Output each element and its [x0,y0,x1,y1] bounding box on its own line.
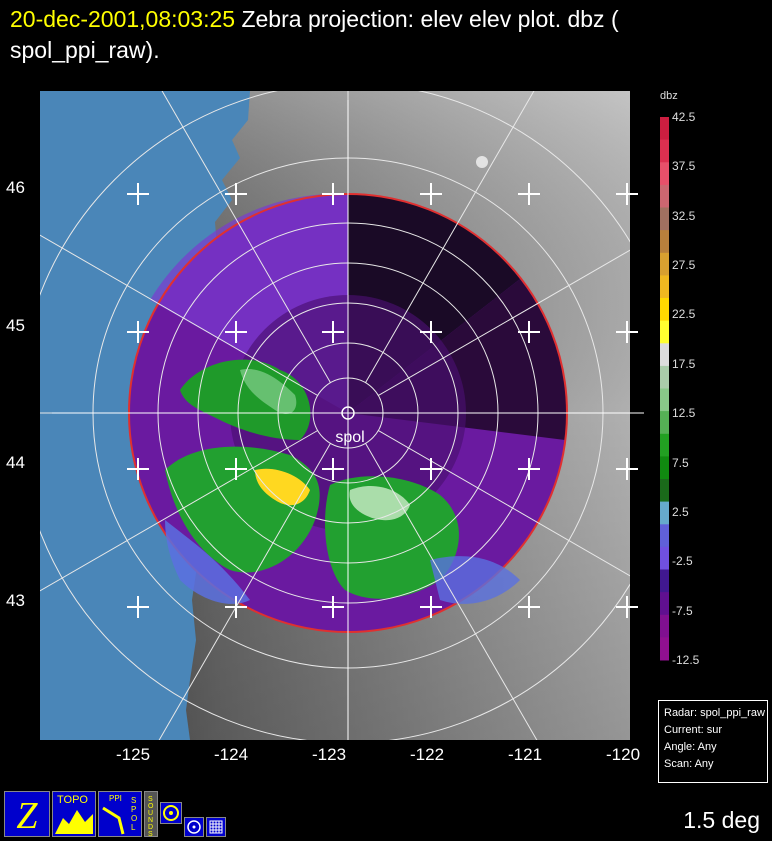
latlon-cross [322,321,344,343]
colorbar-swatch [660,320,669,344]
latlon-cross [420,321,442,343]
sounds-icon[interactable]: SOUNDS [144,791,158,838]
elevation-angle: 1.5 deg [683,807,760,833]
info-box: Radar: spol_ppi_raw Current: sur Angle: … [658,700,768,783]
colorbar-swatch [660,252,669,276]
colorbar-swatch [660,343,669,367]
latlon-cross [322,596,344,618]
lat-label: 46 [6,178,25,197]
echo-west [180,359,311,440]
colorbar-swatch [660,230,669,254]
colorbar-swatch [660,298,669,322]
latlon-cross [127,321,149,343]
lon-label: -125 [116,745,151,764]
colorbar-swatch [660,592,669,616]
colorbar-swatch [660,569,669,593]
latlon-cross [616,321,638,343]
colorbar-label: 42.5 [672,110,696,124]
latlon-cross [518,458,540,480]
colorbar-label: 27.5 [672,258,696,272]
colorbar-label: 7.5 [672,456,689,470]
latlon-cross [518,596,540,618]
colorbar-title: dbz [660,90,678,102]
timestamp: 20-dec-2001,08:03:25 [10,6,236,32]
colorbar-swatch [660,117,669,141]
colorbar-swatch [660,479,669,503]
info-radar: Radar: spol_ppi_raw [664,707,765,719]
lon-label: -124 [214,745,249,764]
latlon-cross [127,183,149,205]
colorbar-swatch [660,614,669,638]
colorbar-swatch [660,546,669,570]
latlon-cross [420,596,442,618]
colorbar[interactable] [660,117,669,661]
lat-label: 45 [6,316,25,335]
svg-text:Z: Z [16,795,38,836]
colorbar-swatch [660,139,669,163]
lon-label: -121 [508,745,543,764]
colorbar-swatch [660,162,669,186]
info-scan: Scan: Any [664,758,714,770]
colorbar-label: 37.5 [672,159,696,173]
colorbar-swatch [660,411,669,435]
latlon-cross [616,458,638,480]
title-text: Zebra projection: elev elev plot. dbz ( [241,6,619,32]
latlon-cross [322,458,344,480]
latlon-cross [616,183,638,205]
latlon-cross [518,183,540,205]
topo-icon[interactable]: TOPO [52,791,96,837]
colorbar-swatch [660,433,669,457]
map-layer [40,91,630,740]
radar-site-label: spol [335,429,364,446]
colorbar-label: -12.5 [672,653,700,667]
latlon-cross [225,321,247,343]
latlon-cross [225,596,247,618]
latlon-cross [225,458,247,480]
title-text-line2: spol_ppi_raw). [10,37,160,63]
latlon-cross [518,321,540,343]
colorbar-swatch [660,524,669,548]
lon-label: -122 [410,745,445,764]
colorbar-swatch [660,637,669,661]
colorbar-label: 12.5 [672,406,696,420]
zebra-logo-icon[interactable]: Z [4,791,50,837]
wheel-icon[interactable] [160,802,182,824]
latlon-cross [322,183,344,205]
colorbar-label: 2.5 [672,505,689,519]
latlon-cross [616,596,638,618]
colorbar-swatch [660,501,669,525]
colorbar-label: 32.5 [672,209,696,223]
latlon-cross [420,458,442,480]
lon-label: -123 [312,745,347,764]
icon-bar: Z TOPO PPI SPOL SOUNDS [4,789,226,838]
colorbar-swatch [660,207,669,231]
colorbar-label: 17.5 [672,357,696,371]
info-angle: Angle: Any [664,741,717,753]
latlon-cross [225,183,247,205]
colorbar-label: 22.5 [672,307,696,321]
colorbar-label: -7.5 [672,604,693,618]
colorbar-swatch [660,275,669,299]
colorbar-swatch [660,365,669,389]
colorbar-swatch [660,456,669,480]
lat-label: 44 [6,453,25,472]
ring-icon[interactable] [184,817,204,837]
latlon-cross [420,183,442,205]
grid-icon[interactable] [206,817,226,837]
plot-title: 20-dec-2001,08:03:25 Zebra projection: e… [10,4,710,66]
spol-ppi-icon[interactable]: PPI SPOL [98,791,142,837]
latlon-cross [127,596,149,618]
latlon-cross [127,458,149,480]
latlon-crosses [127,183,638,618]
colorbar-swatch [660,388,669,412]
colorbar-swatch [660,184,669,208]
lat-label: 43 [6,591,25,610]
lon-label: -120 [606,745,641,764]
info-current: Current: sur [664,724,723,736]
colorbar-label: -2.5 [672,554,693,568]
